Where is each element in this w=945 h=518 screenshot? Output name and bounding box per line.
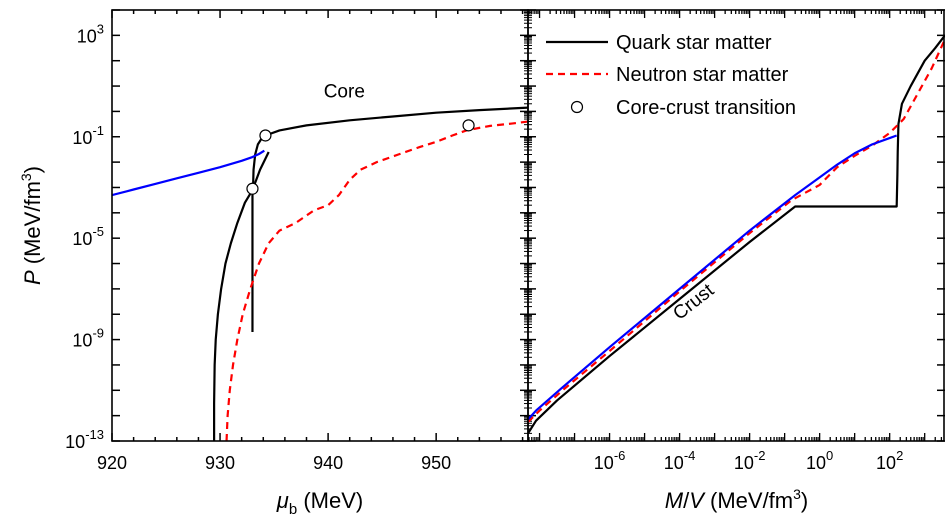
y-axis-title: P (MeV/fm3): [18, 166, 45, 285]
core-annotation: Core: [324, 81, 365, 102]
x-tick-label: 950: [421, 453, 451, 473]
transition-marker: [246, 182, 259, 195]
blue-branch-line: [112, 149, 265, 197]
x-tick-label: 100: [806, 448, 833, 473]
neutron-star-matter-line: [528, 38, 945, 423]
transition-marker: [462, 119, 475, 132]
y-tick-label: 103: [77, 21, 104, 46]
y-axis-label: P (MeV/fm3): [18, 166, 45, 285]
neutron-star-matter-line: [225, 120, 528, 441]
y-tick-labels: 10-13 10-9 10-5 10-1 103: [65, 21, 104, 452]
left-plot-frame: [111, 9, 529, 442]
y-tick-label: 10-1: [72, 123, 104, 148]
x-tick-label: 930: [205, 453, 235, 473]
x-tick-label: 102: [876, 448, 903, 473]
quark-star-matter-line: [213, 151, 270, 441]
y-tick-label: 10-5: [72, 224, 104, 249]
x-tick-label: 920: [97, 453, 127, 473]
right-plot-frame: [527, 9, 945, 442]
x-axis-label-left: μb (MeV): [276, 488, 363, 518]
quark-star-matter-line: [251, 106, 528, 189]
x-tick-label: 10-6: [594, 448, 626, 473]
x-tick-label: 10-4: [664, 448, 696, 473]
legend-label: Quark star matter: [616, 32, 772, 54]
y-tick-label: 10-9: [72, 326, 104, 351]
x-tick-label: 940: [313, 453, 343, 473]
y-tick-label: 10-13: [65, 427, 104, 452]
transition-marker: [259, 129, 272, 142]
legend: Quark star matter Neutron star matter Core…: [546, 32, 796, 119]
blue-branch-line: [528, 134, 898, 421]
x-ticks-left: 920 930 940 950: [97, 10, 524, 473]
right-data: [528, 34, 945, 434]
left-panel: 10-13 10-9 10-5 10-1 103 920 930 940 950 Core μb (…: [65, 9, 945, 518]
legend-label: Core-crust transition: [616, 97, 796, 119]
legend-marker-circle: [570, 100, 584, 114]
x-axis-label-right: M/V (MeV/fm3): [665, 486, 809, 513]
x-tick-label: 10-2: [734, 448, 766, 473]
legend-label: Neutron star matter: [616, 64, 789, 86]
quark-star-matter-line: [528, 34, 945, 434]
left-data: [112, 106, 528, 441]
